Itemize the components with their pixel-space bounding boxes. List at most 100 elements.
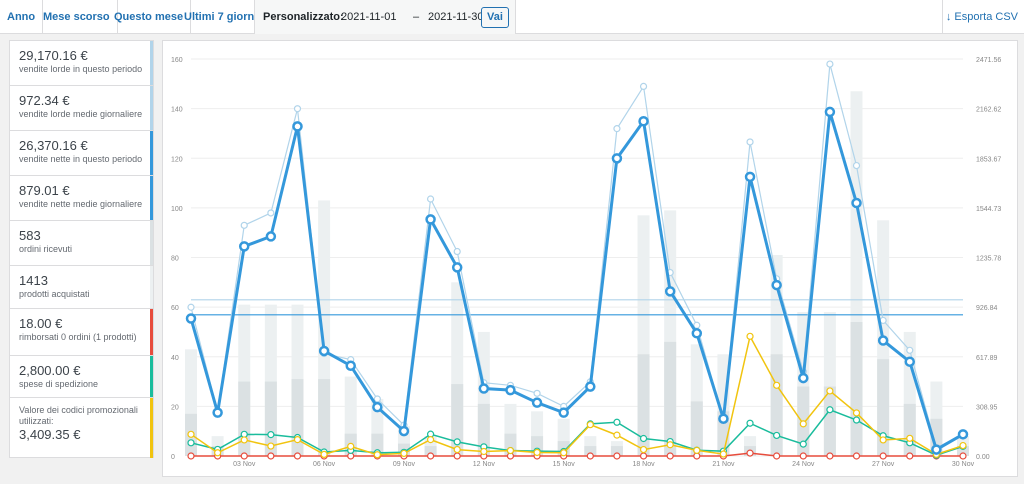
stat-refunds[interactable]: 18.00 € rimborsati 0 ordini (1 prodotti) <box>10 309 153 356</box>
x-tick-label: 27 Nov <box>872 461 895 468</box>
stat-color-bar <box>150 356 153 397</box>
stat-average-gross-sales[interactable]: 972.34 € vendite lorde medie giornaliere <box>10 86 153 131</box>
range-tab-last-month[interactable]: Mese scorso <box>36 0 118 34</box>
gross-sales-line <box>190 63 964 449</box>
stat-label: vendite lorde in questo periodo <box>19 64 143 74</box>
stat-average-net-sales[interactable]: 879.01 € vendite nette medie giornaliere <box>10 176 153 221</box>
stat-value: 2,800.00 € <box>19 363 81 378</box>
y-left-tick-label: 40 <box>171 355 179 362</box>
shipping-line <box>190 408 964 457</box>
go-button[interactable]: Vai <box>481 7 509 28</box>
y-right-tick-label: 2162.62 <box>976 107 1001 114</box>
stat-value: 972.34 € <box>19 93 70 108</box>
stat-label: vendite lorde medie giornaliere <box>19 109 143 119</box>
refunds-line <box>191 452 963 457</box>
coupons-point <box>826 387 834 395</box>
start-date-input[interactable]: 2021-11-01 <box>341 11 397 23</box>
coupons-point <box>639 445 648 454</box>
stat-items-purchased[interactable]: 1413 prodotti acquistati <box>10 266 153 309</box>
x-tick-label: 15 Nov <box>553 461 576 468</box>
shipping-point <box>826 406 834 414</box>
export-csv-button[interactable]: ↓ Esporta CSV <box>942 0 1024 34</box>
refunds-point <box>666 452 674 460</box>
stat-color-bar <box>150 131 153 175</box>
stat-color-bar <box>150 266 153 308</box>
refunds-point <box>293 452 302 460</box>
x-tick-label: 09 Nov <box>393 461 416 468</box>
stat-label: Valore dei codici promozionali utilizzat… <box>19 405 138 426</box>
orders-bar <box>291 379 304 456</box>
gross-sales-point <box>293 105 302 113</box>
stat-value: 29,170.16 € <box>19 48 88 63</box>
refunds-point <box>267 452 275 460</box>
net-sales-point <box>292 121 303 132</box>
net-sales-point <box>638 116 649 127</box>
net-sales-point <box>931 444 942 455</box>
net-sales-point <box>824 106 836 118</box>
coupons-point <box>267 442 275 450</box>
refunds-point <box>240 452 248 460</box>
x-tick-label: 12 Nov <box>473 461 496 468</box>
net-sales-point <box>345 360 356 371</box>
custom-range-label: Personalizzato: <box>263 11 344 23</box>
stat-net-sales[interactable]: 26,370.16 € vendite nette in questo peri… <box>10 131 153 176</box>
range-tab-last-7-days[interactable]: Ultimi 7 giorni <box>177 0 266 34</box>
refunds-point <box>826 452 834 460</box>
orders-bar <box>584 446 597 456</box>
stat-label: prodotti acquistati <box>19 289 90 299</box>
end-date-input[interactable]: 2021-11-30 <box>428 11 484 23</box>
net-sales-point <box>372 401 383 413</box>
orders-bar <box>903 403 916 456</box>
net-sales-point <box>744 171 756 183</box>
coupons-point <box>799 420 807 428</box>
shipping-point <box>746 419 754 427</box>
coupons-point <box>533 448 541 457</box>
orders-bar <box>371 433 384 456</box>
coupons-point <box>906 434 914 442</box>
net-sales-point <box>585 381 596 392</box>
coupons-point <box>240 436 248 444</box>
y-left-tick-label: 140 <box>171 107 183 114</box>
orders-bar <box>424 446 437 456</box>
shipping-point <box>453 438 461 446</box>
net-sales-point <box>265 231 277 242</box>
refunds-point <box>613 452 621 460</box>
range-tab-year[interactable]: Anno <box>0 0 44 34</box>
coupons-point <box>746 332 754 340</box>
stat-value: 583 <box>19 228 41 243</box>
net-sales-point <box>691 328 703 339</box>
coupons-line <box>190 334 964 456</box>
net-sales-point <box>451 262 463 273</box>
x-tick-label: 18 Nov <box>632 461 655 468</box>
coupons-point <box>560 449 568 457</box>
shipping-point <box>613 418 621 426</box>
net-sales-point <box>957 429 969 440</box>
refunds-point <box>639 452 648 460</box>
range-tab-this-month[interactable]: Questo mese <box>107 0 192 34</box>
net-sales-point <box>851 197 862 209</box>
coupons-point <box>400 449 408 458</box>
net-sales-point <box>531 397 543 408</box>
coupons-point <box>959 441 967 450</box>
x-tick-label: 30 Nov <box>952 461 975 468</box>
coupons-point <box>773 381 781 389</box>
net-sales-point <box>664 286 676 297</box>
stat-coupons[interactable]: Valore dei codici promozionali utilizzat… <box>10 398 153 458</box>
net-sales-point <box>238 241 250 252</box>
stat-shipping[interactable]: 2,800.00 € spese di spedizione <box>10 356 153 398</box>
stat-gross-sales[interactable]: 29,170.16 € vendite lorde in questo peri… <box>10 41 153 86</box>
x-tick-label: 06 Nov <box>313 461 336 468</box>
shipping-point <box>773 431 781 440</box>
stat-label: ordini ricevuti <box>19 244 73 254</box>
net-sales-point <box>904 356 916 367</box>
coupons-point <box>613 431 621 439</box>
y-left-tick-label: 80 <box>171 256 179 263</box>
orders-bar <box>504 433 517 456</box>
stat-orders-placed[interactable]: 583 ordini ricevuti <box>10 221 153 266</box>
stat-color-bar <box>150 41 153 85</box>
net-sales-point <box>212 407 223 418</box>
y-right-tick-label: 0.00 <box>976 454 990 461</box>
coupons-point <box>453 445 461 454</box>
sales-chart-panel: 0 20 40 60 80 100 120 140 160 0.00 308.95 617.89 926… <box>162 40 1018 477</box>
y-left-tick-label: 160 <box>171 57 183 64</box>
